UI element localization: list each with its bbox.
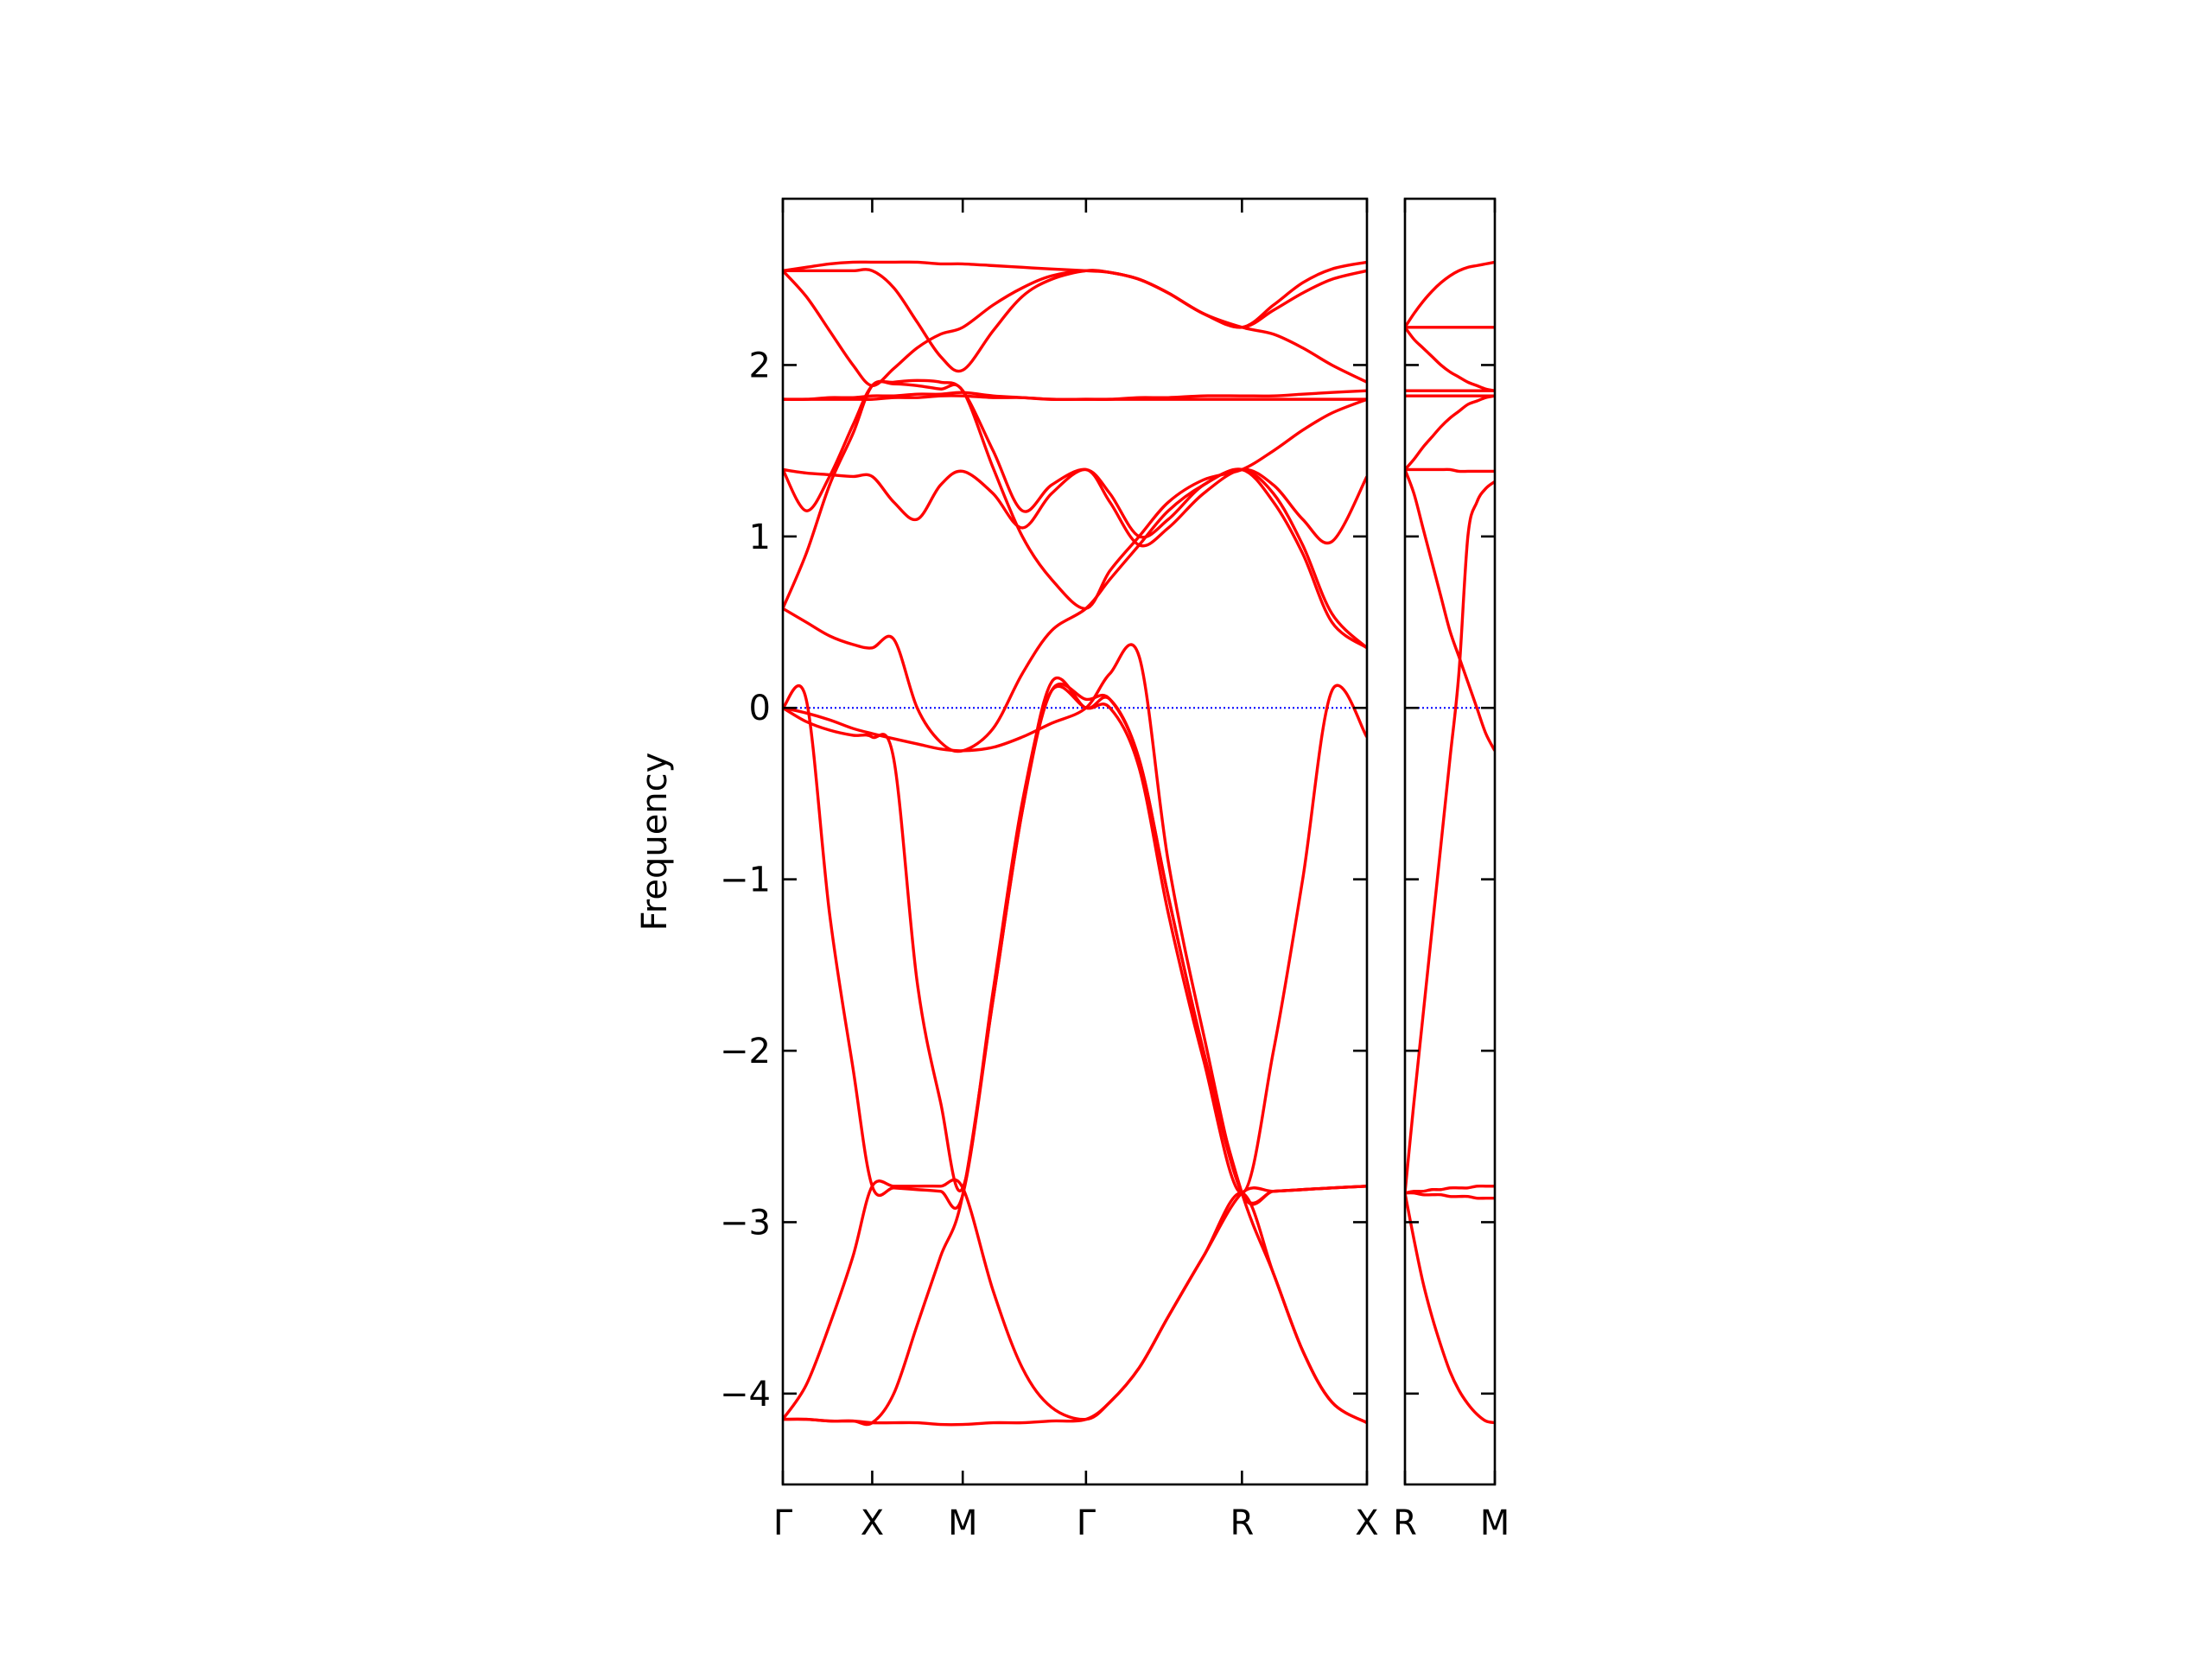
band-line	[783, 378, 1367, 650]
y-tick-label: −2	[720, 1032, 771, 1071]
band-line	[1405, 394, 1495, 471]
panel: −4 −3 −2 −1 0 1 2 Γ X M Γ R X Frequency	[635, 197, 1379, 1543]
x-tick-label: X	[861, 1503, 884, 1543]
y-tick-label: −1	[720, 861, 771, 900]
y-tick-label: 0	[749, 689, 771, 728]
band-line	[783, 1178, 1367, 1421]
x-tick-label: R	[1393, 1503, 1417, 1543]
x-tick-label: M	[948, 1503, 978, 1543]
band-line	[1405, 1192, 1495, 1425]
band-line	[783, 643, 1367, 1206]
band-line	[1405, 467, 1495, 474]
band-line	[783, 269, 1367, 387]
band-line	[1405, 1191, 1495, 1200]
band-line	[1405, 480, 1495, 1193]
x-tick-label: R	[1230, 1503, 1254, 1543]
band-line	[783, 1192, 1367, 1427]
band-line	[783, 260, 1367, 329]
band-line	[1405, 468, 1495, 752]
band-line	[1405, 1184, 1495, 1195]
band-line	[783, 683, 1367, 1195]
band-line	[1405, 260, 1495, 328]
band-line	[783, 467, 1367, 753]
y-tick-label: 2	[749, 346, 771, 385]
y-tick-label: −4	[720, 1375, 771, 1414]
x-tick-label: Γ	[1077, 1503, 1096, 1543]
band-line	[783, 268, 1367, 373]
bands	[783, 260, 1367, 1427]
band-line	[783, 379, 1367, 610]
bands	[1405, 260, 1495, 1425]
plot-frame	[781, 197, 1369, 1486]
x-tick-label: Γ	[773, 1503, 793, 1543]
band-line	[783, 467, 1367, 548]
y-tick-label: 1	[749, 518, 771, 557]
band-line	[1405, 326, 1495, 392]
y-tick-label: −3	[720, 1203, 771, 1243]
x-tick-label: X	[1355, 1503, 1378, 1543]
plot-frame	[1403, 197, 1497, 1486]
x-tick-label: M	[1480, 1503, 1510, 1543]
band-line	[783, 391, 1367, 401]
y-axis-label: Frequency	[635, 753, 675, 931]
